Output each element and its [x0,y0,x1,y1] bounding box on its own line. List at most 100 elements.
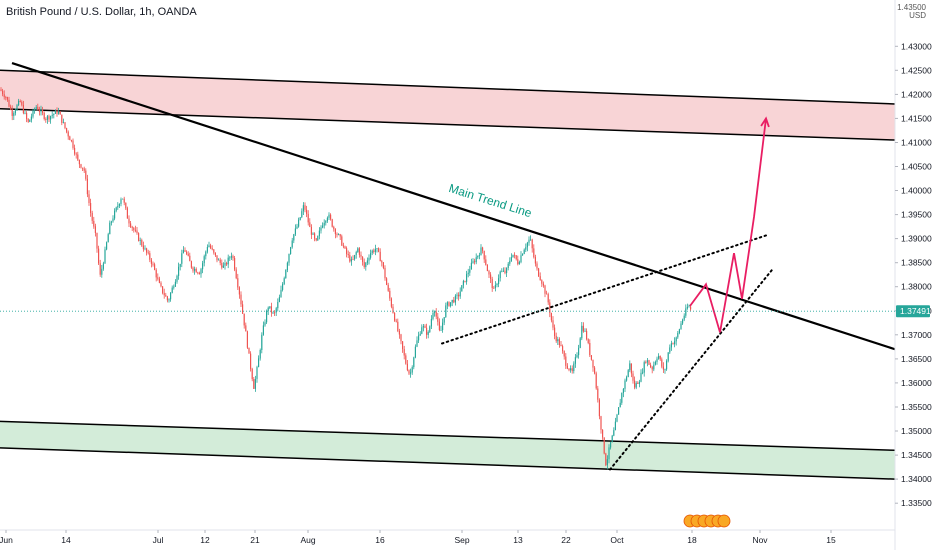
candle-body [602,429,604,438]
candle-body [688,306,690,308]
candle-body [360,254,362,257]
candle-body [40,109,42,112]
candle-body [184,250,186,252]
candle-body [442,322,444,330]
candle-body [642,372,644,374]
candle-body [381,261,383,263]
y-tick-label: 1.38000 [901,282,932,292]
candle-body [445,305,447,318]
candle-body [349,255,351,262]
candle-body [283,278,285,284]
y-tick-label: 1.38500 [901,258,932,268]
candle-body [250,353,252,369]
candle-body [382,262,384,268]
candle-body [13,113,15,116]
candle-body [499,271,501,279]
candle-body [179,263,181,267]
candle-body [339,234,341,237]
dotted-support-line-2 [609,268,773,471]
x-axis[interactable]: Jun 14 Jul 12 21 Aug 16 Sep 13 22 Oct 18 Nov 15 [0,530,836,545]
candle-body [432,312,434,319]
candle-body [37,106,39,111]
symbol-title[interactable]: British Pound / U.S. Dollar, 1h, OANDA [6,6,197,18]
demand-zone-lower-line [0,447,896,480]
candle-body [306,209,308,214]
candle-body [394,313,396,321]
x-tick-label: 14 [61,535,71,545]
candle-body [245,325,247,332]
candle-body [341,236,343,246]
candle-body [458,294,460,297]
candle-body [77,154,79,160]
y-tick-label: 1.34000 [901,474,932,484]
events-icons[interactable] [683,514,731,528]
candle-body [554,327,556,336]
candle-body [64,122,66,129]
candle-body [555,335,557,342]
candle-body [242,304,244,314]
candle-body [490,274,492,279]
supply-zone-lower-line [0,108,896,141]
demand-zone [0,421,895,480]
candle-body [635,383,637,388]
candle-body [434,311,436,313]
candle-body [619,402,621,408]
candle-body [150,259,152,264]
candle-body [418,335,420,341]
candle-body [282,284,284,290]
candle-body [456,294,458,296]
candle-body [373,250,375,252]
candle-body [437,316,439,322]
candle-body [213,249,215,253]
y-axis[interactable]: 1.43000 1.42500 1.42000 1.41500 1.41000 1.405… [895,41,932,508]
candle-body [163,292,165,296]
candle-body [312,233,314,235]
candle-body [603,437,605,454]
candle-body [6,97,8,100]
last-price-layer: 1.37491 [0,305,931,318]
candle-body [67,131,69,137]
candle-body [675,337,677,342]
candle-body [379,251,381,262]
candle-body [402,341,404,350]
candle-body [139,240,141,241]
x-tick-label: Nov [752,535,768,545]
candle-body [16,105,18,111]
candle-body [285,269,287,279]
candle-body [35,106,37,110]
event-icon[interactable] [717,514,731,528]
candle-body [0,89,2,91]
candle-body [526,242,528,248]
x-tick-label: Aug [300,535,315,545]
candle-body [662,366,664,370]
candle-body [157,277,159,279]
candle-body [131,226,133,228]
candle-body [298,219,300,227]
candle-body [565,356,567,366]
candle-body [586,330,588,340]
candle-body [477,255,479,258]
candle-body [600,416,602,430]
candle-body [291,240,293,248]
candle-body [606,459,608,466]
candle-body [560,344,562,346]
candle-body [134,229,136,231]
candle-body [677,333,679,338]
candle-body [11,109,13,116]
candle-body [221,262,223,268]
candle-body [229,257,231,259]
candle-body [627,370,629,377]
zones-layer [0,69,896,480]
candle-body [280,289,282,298]
y-tick-label: 1.35500 [901,402,932,412]
x-tick-label: 21 [250,535,260,545]
candle-body [557,339,559,342]
candle-body [685,308,687,316]
candle-body [344,246,346,249]
candle-body [114,210,116,219]
candle-body [130,223,132,227]
candle-body [421,327,423,334]
candle-body [507,263,509,268]
